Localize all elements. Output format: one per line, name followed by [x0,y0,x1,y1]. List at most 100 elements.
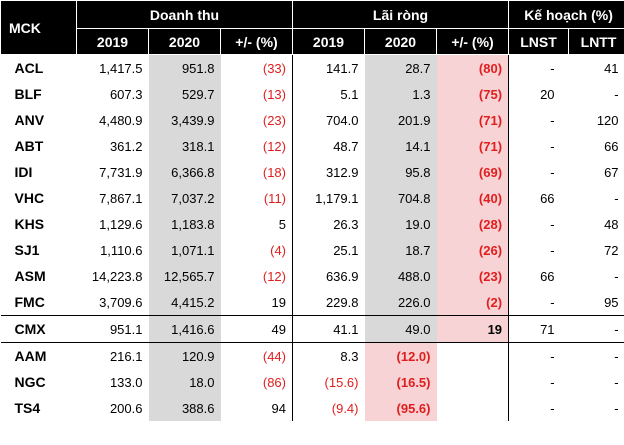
header-plan: Kế hoạch (%) [508,0,624,29]
cell-np-2019: 25.1 [292,237,365,263]
financial-results-table: MCK Doanh thu Lãi ròng Kế hoạch (%) 2019… [0,0,624,421]
cell-lntt: 95 [604,294,619,310]
cell-mck: ANV [14,112,45,128]
cell-lnst: - [508,159,569,185]
header-rev-2020: 2020 [148,28,221,55]
cell-np-change: (26) [436,237,509,263]
cell-lntt: - [614,86,619,102]
header-net-profit: Lãi ròng [291,0,510,29]
cell-np-2020: 226.0 [364,289,437,316]
cell-lntt: 48 [604,216,619,232]
cell-np-change: (71) [436,133,509,159]
cell-lnst: - [508,237,569,263]
cell-lntt: 120 [596,112,619,128]
cell-rev-2019: 1,110.6 [100,242,143,258]
cell-np-2020: 488.0 [364,263,437,289]
cell-np-change: (2) [436,289,509,316]
cell-mck: NGC [14,374,46,390]
cell-rev-2019: 951.1 [76,315,149,343]
cell-rev-change: (44) [220,342,293,369]
cell-mck: AAM [0,342,77,369]
table-body: ACL 1,417.5 951.8 (33) 141.7 28.7 (80) -41 BLF 60… [0,54,624,421]
cell-rev-2019: 7,731.9 [99,164,143,180]
cell-rev-2020: 951.8 [148,54,221,81]
table-row: NGC 133.0 18.0 (86) (15.6) (16.5) - - [1,369,624,395]
cell-rev-change: (18) [262,164,286,180]
header-np-change: +/- (%) [435,28,510,55]
cell-rev-change: 19 [271,294,286,310]
table-row: CMX 951.1 1,416.6 49 41.1 49.0 19 71- [0,315,624,343]
cell-np-2020: 95.8 [364,159,437,185]
cell-lntt: - [568,315,624,343]
cell-lnst: - [508,211,569,237]
cell-mck: ABT [14,138,44,154]
cell-rev-2019: 607.3 [109,86,143,102]
cell-rev-change: (86) [262,374,286,390]
cell-rev-2020: 388.6 [148,395,221,421]
cell-rev-change: (12) [262,268,286,284]
cell-rev-2019: 200.6 [109,400,143,416]
table-row: TS4 200.6 388.6 94 (9.4) (95.6) - - [1,395,624,421]
header-rev-2019: 2019 [76,28,149,55]
cell-np-2020: 1.3 [364,81,437,107]
cell-np-2019: 141.7 [292,54,365,81]
cell-rev-change: 49 [220,315,293,343]
table-row: ABT 361.2 318.1 (12) 48.7 14.1 (71) - 66 [1,133,624,159]
cell-lntt: - [614,374,619,390]
header-np-2019: 2019 [292,28,365,55]
cell-np-2020: 14.1 [364,133,437,159]
cell-rev-2020: 3,439.9 [148,107,221,133]
cell-np-2020: (95.6) [364,395,437,421]
header-rev-change: +/- (%) [220,28,293,55]
cell-lnst: - [508,54,569,81]
cell-np-change: 19 [436,315,509,343]
cell-lntt: 41 [604,60,619,76]
cell-np-change: (40) [436,185,509,211]
cell-lntt: - [614,400,619,416]
table-row: KHS 1,129.6 1,183.8 5 26.3 19.0 (28) - 48 [1,211,624,237]
cell-np-2019: 636.9 [292,263,365,289]
cell-rev-2019: 1,129.6 [99,216,143,232]
cell-lntt: - [568,342,624,369]
cell-np-2019: 704.0 [292,107,365,133]
cell-rev-change: (4) [270,242,286,258]
cell-np-2020: 704.8 [364,185,437,211]
cell-np-2020: 19.0 [364,211,437,237]
cell-lnst: - [508,369,569,395]
cell-np-2020: (12.0) [364,342,437,369]
cell-rev-change: (12) [262,138,286,154]
cell-rev-change: (13) [262,86,286,102]
cell-np-2019: 8.3 [292,342,365,369]
cell-rev-2020: 1,071.1 [148,237,221,263]
cell-rev-change: 94 [271,400,286,416]
cell-lntt: 66 [604,138,619,154]
cell-mck: CMX [0,315,77,343]
table-row: SJ1 1,110.6 1,071.1 (4) 25.1 18.7 (26) - 72 [1,237,624,263]
table-row: VHC 7,867.1 7,037.2 (11) 1,179.1 704.8 (40) 66 - [1,185,624,211]
cell-mck: ACL [14,60,44,76]
cell-mck: KHS [14,216,45,232]
cell-np-2020: 28.7 [364,54,437,81]
cell-rev-2020: 6,366.8 [148,159,221,185]
cell-rev-2019: 361.2 [109,138,143,154]
table-row: ANV 4,480.9 3,439.9 (23) 704.0 201.9 (71) - 120 [1,107,624,133]
cell-lnst: 20 [508,81,569,107]
cell-np-2020: 18.7 [364,237,437,263]
header-revenue: Doanh thu [76,0,293,29]
cell-np-2019: 1,179.1 [292,185,365,211]
cell-mck: SJ1 [14,242,40,258]
cell-np-2019: 312.9 [292,159,365,185]
cell-lntt: - [614,268,619,284]
cell-rev-2019: 14,223.8 [91,268,143,284]
cell-np-2019: (15.6) [292,369,365,395]
cell-np-change: (28) [436,211,509,237]
cell-mck: VHC [14,190,45,206]
cell-np-change: (80) [436,54,509,81]
cell-rev-change: (33) [262,60,286,76]
cell-rev-2020: 318.1 [148,133,221,159]
cell-rev-2019: 216.1 [76,342,149,369]
cell-rev-2019: 3,709.6 [99,294,143,310]
cell-lnst: 66 [508,263,569,289]
cell-np-change: (75) [436,81,509,107]
cell-np-2019: 229.8 [292,289,365,316]
